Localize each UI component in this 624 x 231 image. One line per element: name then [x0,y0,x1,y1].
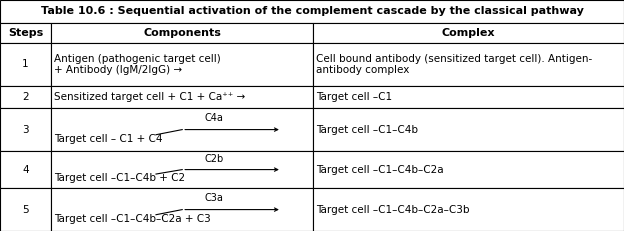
Bar [313,86,624,108]
Bar [51,43,313,86]
Text: Complex: Complex [442,28,495,38]
Text: Target cell –C1–C4b: Target cell –C1–C4b [316,125,418,135]
Text: Target cell –C1–C4b + C2: Target cell –C1–C4b + C2 [54,173,185,183]
Text: Components: Components [144,28,221,38]
Text: Steps: Steps [8,28,43,38]
Text: Target cell – C1 + C4: Target cell – C1 + C4 [54,134,163,144]
Text: Table 10.6 : Sequential activation of the complement cascade by the classical pa: Table 10.6 : Sequential activation of th… [41,6,583,16]
Text: Target cell –C1–C4b–C2a: Target cell –C1–C4b–C2a [316,165,444,175]
Bar [313,23,624,43]
Bar [51,23,313,43]
Bar [313,108,624,151]
Text: Antigen (pathogenic target cell): Antigen (pathogenic target cell) [54,54,221,64]
Bar [51,188,313,231]
Text: 5: 5 [22,205,29,215]
Text: Cell bound antibody (sensitized target cell). Antigen-: Cell bound antibody (sensitized target c… [316,54,593,64]
Text: 2: 2 [22,92,29,102]
Bar [313,188,624,231]
Text: Target cell –C1: Target cell –C1 [316,92,392,102]
Text: Target cell –C1–C4b–C2a–C3b: Target cell –C1–C4b–C2a–C3b [316,205,470,215]
Bar [0,108,51,151]
Bar [51,108,313,151]
Text: Sensitized target cell + C1 + Ca⁺⁺ →: Sensitized target cell + C1 + Ca⁺⁺ → [54,92,245,102]
Text: C2b: C2b [204,154,223,164]
Bar [0,151,51,188]
Text: + Antibody (IgM/2IgG) →: + Antibody (IgM/2IgG) → [54,65,182,75]
Bar [0,43,51,86]
Bar [0,23,51,43]
Text: 3: 3 [22,125,29,135]
Bar [313,43,624,86]
Bar [0,86,51,108]
Text: antibody complex: antibody complex [316,65,409,75]
Text: C4a: C4a [204,112,223,123]
Bar [51,86,313,108]
Bar [0,0,624,23]
Text: Target cell –C1–C4b–C2a + C3: Target cell –C1–C4b–C2a + C3 [54,214,211,225]
Bar [313,151,624,188]
Bar [51,151,313,188]
Text: 1: 1 [22,59,29,69]
Bar [0,188,51,231]
Text: 4: 4 [22,165,29,175]
Text: C3a: C3a [204,193,223,203]
